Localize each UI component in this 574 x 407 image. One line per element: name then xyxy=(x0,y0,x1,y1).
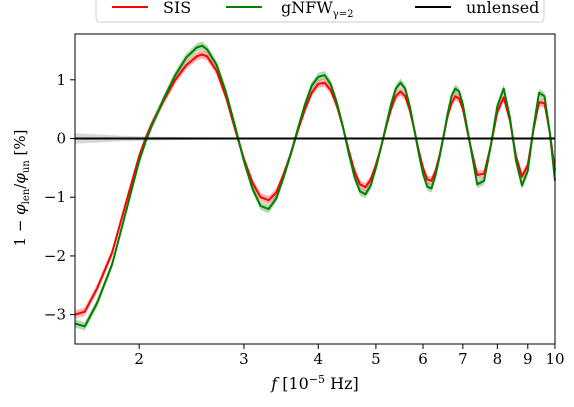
x-tick-label-8: 8 xyxy=(493,350,503,368)
plot-area xyxy=(74,33,556,345)
line-sis xyxy=(74,53,556,316)
x-tick-label-6: 6 xyxy=(418,350,428,368)
y-tick-label-0: 0 xyxy=(56,130,66,148)
legend-label-unlensed: unlensed xyxy=(466,0,539,17)
y-tick-label--3: −3 xyxy=(44,306,66,324)
legend-label-gnfw-subscript: γ=2 xyxy=(333,9,354,20)
x-tick-label-3: 3 xyxy=(239,350,249,368)
y-tick-label--2: −2 xyxy=(44,247,66,265)
x-axis-label: f [10−5 Hz] xyxy=(270,373,359,393)
band-gnfw-2 xyxy=(75,41,555,331)
y-tick-label-1: 1 xyxy=(56,71,66,89)
y-tick-label--1: −1 xyxy=(44,188,66,206)
x-tick-label-10: 10 xyxy=(545,350,564,368)
legend-label-gnfw: gNFWγ=2 xyxy=(281,0,354,20)
series-lines xyxy=(74,44,556,328)
x-tick-label-9: 9 xyxy=(523,350,533,368)
legend: SIS gNFWγ=2 unlensed xyxy=(95,0,545,23)
x-tick-label-4: 4 xyxy=(313,350,323,368)
x-tick-label-7: 7 xyxy=(458,350,468,368)
legend-label-sis: SIS xyxy=(163,0,191,17)
x-axis-ticks: 2 3 4 5 6 7 8 9 10 xyxy=(134,344,565,368)
y-axis-label-text: 1 − φlen/φun [%] xyxy=(11,130,32,247)
uncertainty-bands xyxy=(75,41,555,331)
y-axis-label: 1 − φlen/φun [%] xyxy=(11,130,32,247)
legend-label-gnfw-main: gNFW xyxy=(281,0,333,17)
y-axis-ticks: −3 −2 −1 0 1 xyxy=(44,71,75,324)
line-gnfw-2 xyxy=(74,44,556,328)
legend-frame xyxy=(95,0,545,23)
x-tick-label-5: 5 xyxy=(371,350,381,368)
axes-frame xyxy=(74,33,556,345)
x-tick-label-2: 2 xyxy=(134,350,144,368)
